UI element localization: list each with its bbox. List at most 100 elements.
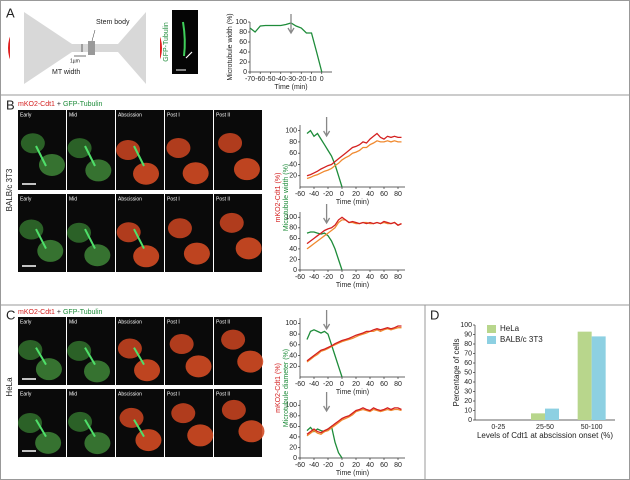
x-axis-label: Time (min) [336,199,369,206]
x-tick-label: -60 [255,76,265,83]
cell [67,138,92,159]
midbody [35,347,47,366]
cell [117,338,142,359]
x-tick-label: 0 [340,381,344,388]
y-axis-label: Microtubule diameter (%) [283,349,290,427]
cell [183,242,210,265]
schematic [8,12,162,84]
cell [68,411,93,432]
x-tick-label: -40 [309,191,319,198]
x-tick-label: 0 [320,76,324,83]
midbody [133,145,145,167]
midbody [84,419,96,438]
annotation: Stem body [96,19,130,26]
x-tick-label: 20 [352,191,360,198]
panel-letter: B [6,97,15,112]
micrograph [214,194,262,272]
stage-label: Post II [216,196,230,202]
cell [237,350,264,373]
cell [233,158,260,181]
y-tick-label: 0 [293,267,297,274]
x-axis-label: Levels of Cdt1 at abscission onset (%) [477,431,613,440]
x-tick-label: 60 [380,462,388,469]
y-tick-label: 0 [293,455,297,462]
midbody [35,419,47,438]
cell [187,424,214,447]
y-tick-label: 100 [460,322,472,329]
x-tick-label: -20 [323,462,333,469]
cell [235,237,262,260]
arrow [185,51,193,59]
y-tick-label: 10 [464,407,472,414]
y-tick-label: 30 [464,388,472,395]
y-tick-label: 80 [239,29,247,36]
x-tick-label: 50-100 [581,424,603,431]
midbody [35,228,47,250]
stage-label: Mid [69,391,77,397]
cell [238,420,265,443]
bar [545,408,559,420]
legend-text: + [57,101,61,108]
stage-label: Post I [167,319,180,325]
x-tick-label: 0 [340,274,344,281]
micrograph [182,21,186,57]
cell [20,133,45,154]
x-tick-label: 0 [340,462,344,469]
cell [18,412,43,433]
cell [35,358,62,381]
x-tick-label: -40 [309,462,319,469]
y-tick-label: 20 [464,398,472,405]
y-tick-label: 60 [289,150,297,157]
x-tick-label: 25-50 [536,424,554,431]
arrow-marker [323,392,331,413]
y-tick-label: 80 [289,225,297,232]
x-tick-label: 40 [366,462,374,469]
data-line [306,407,402,435]
panel-letter: A [6,5,15,20]
stage-label: Early [20,391,32,397]
data-line [306,327,402,363]
x-tick-label: 60 [380,191,388,198]
arrow-marker [287,14,295,35]
y-tick-label: 80 [289,139,297,146]
x-tick-label: 60 [380,381,388,388]
cell [133,162,160,185]
x-axis-label: Time (min) [274,84,307,91]
stage-label: Early [20,112,32,118]
x-tick-label: -60 [295,381,305,388]
x-tick-label: -50 [265,76,275,83]
x-tick-label: 20 [352,462,360,469]
data-line [306,231,343,271]
y-tick-label: 40 [289,246,297,253]
y-tick-label: 40 [464,379,472,386]
midbody [84,145,96,167]
annotation: 1µm [70,58,80,64]
y-tick-label: 80 [289,331,297,338]
x-tick-label: 80 [394,274,402,281]
panel-letter: C [6,307,15,322]
y-tick-label: 60 [464,360,472,367]
cell [116,222,141,243]
stage-label: Post I [167,112,180,118]
stage-label: Post I [167,391,180,397]
cell [37,239,64,262]
stage-label: Post II [216,319,230,325]
channel-legend: mKO2-Cdt1 + GFP-Tubulin [18,309,102,316]
x-axis-label: Time (min) [336,389,369,396]
x-axis-label: Time (min) [336,470,369,477]
x-tick-label: -20 [323,191,333,198]
annotation: MT width [52,69,80,76]
midbody [133,228,145,250]
midbody [84,347,96,366]
x-tick-label: -30 [286,76,296,83]
cell [85,159,112,182]
stage-label: Mid [69,112,77,118]
cell [167,218,192,239]
x-tick-label: -40 [309,274,319,281]
cell [84,432,111,455]
cell [166,137,191,158]
legend-label: BALB/c 3T3 [500,335,543,344]
cell [221,329,246,350]
data-line [306,132,402,177]
